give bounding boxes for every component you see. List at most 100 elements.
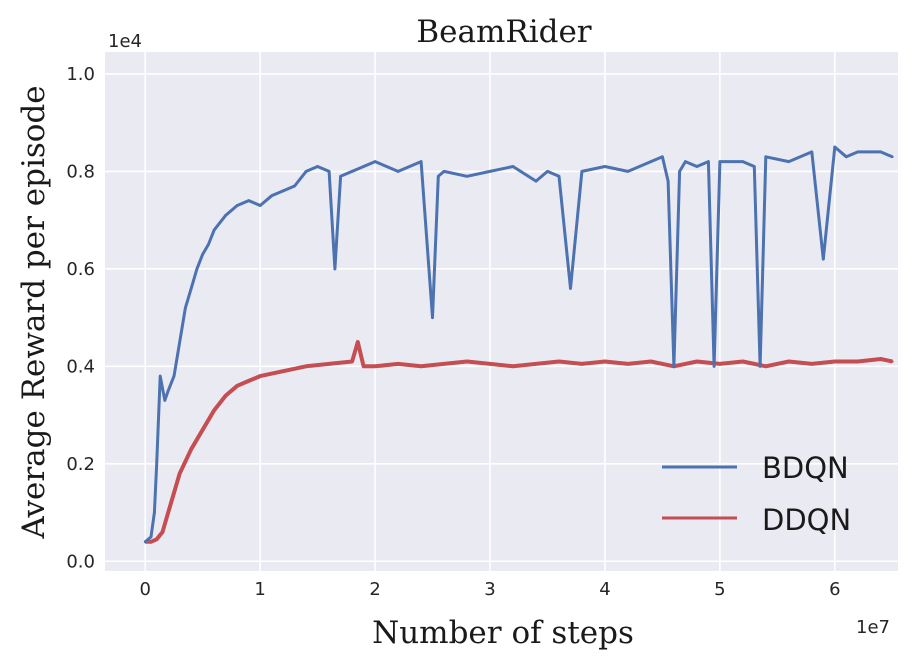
data-point-bdqn xyxy=(569,287,572,290)
data-point-ddqn xyxy=(856,360,860,363)
data-point-ddqn xyxy=(155,538,158,541)
data-point-bdqn xyxy=(201,252,204,256)
x-axis-label: Number of steps xyxy=(372,615,634,651)
data-point-bdqn xyxy=(189,287,193,290)
data-point-ddqn xyxy=(350,360,354,363)
data-point-ddqn xyxy=(787,360,791,363)
data-point-bdqn xyxy=(153,511,156,514)
data-point-ddqn xyxy=(419,365,423,368)
x-offset-label: 1e7 xyxy=(856,617,890,638)
data-point-bdqn xyxy=(557,175,561,178)
data-point-ddqn xyxy=(362,365,365,368)
plot-background xyxy=(105,52,898,571)
y-tick-label: 0.2 xyxy=(66,454,95,475)
y-tick-label: 0.4 xyxy=(66,356,95,377)
data-point-ddqn xyxy=(741,360,745,363)
series-layer xyxy=(143,145,894,544)
data-point-bdqn xyxy=(465,175,469,178)
data-point-bdqn xyxy=(224,214,227,217)
series-line-bdqn xyxy=(144,145,893,543)
data-point-ddqn xyxy=(810,362,814,366)
data-point-ddqn xyxy=(189,447,193,451)
tick-layer: 0 1 2 3 4 5 6 0.0 0.2 0.4 0.6 0.8 1.0 xyxy=(66,64,840,600)
data-point-bdqn xyxy=(258,204,262,207)
data-point-ddqn xyxy=(304,365,308,368)
data-point-bdqn xyxy=(442,170,446,173)
data-point-bdqn xyxy=(207,243,210,246)
legend-label-bdqn: BDQN xyxy=(762,451,849,485)
data-point-bdqn xyxy=(195,267,199,271)
data-point-bdqn xyxy=(712,365,716,368)
y-offset-label: 1e4 xyxy=(108,31,142,52)
data-point-ddqn xyxy=(534,362,538,366)
y-tick-label: 0.0 xyxy=(66,551,95,572)
y-tick-label: 0.8 xyxy=(66,161,95,182)
data-point-ddqn xyxy=(511,365,515,368)
data-point-bdqn xyxy=(684,160,687,163)
x-tick-label: 2 xyxy=(369,579,380,600)
data-point-bdqn xyxy=(678,170,681,173)
x-tick-label: 0 xyxy=(139,579,150,600)
data-point-bdqn xyxy=(856,150,860,154)
data-point-ddqn xyxy=(161,530,164,534)
data-point-bdqn xyxy=(787,160,791,163)
data-point-bdqn xyxy=(661,155,664,159)
data-point-bdqn xyxy=(184,306,187,310)
data-point-ddqn xyxy=(396,362,400,366)
data-point-bdqn xyxy=(327,170,331,173)
data-point-ddqn xyxy=(879,357,883,361)
data-point-bdqn xyxy=(339,175,342,178)
data-point-bdqn xyxy=(155,462,158,466)
data-point-bdqn xyxy=(580,170,584,173)
legend: BDQN DDQN xyxy=(662,451,851,537)
data-point-bdqn xyxy=(695,165,699,168)
data-point-ddqn xyxy=(149,540,153,544)
data-point-bdqn xyxy=(672,365,676,368)
data-point-bdqn xyxy=(362,165,365,168)
data-point-bdqn xyxy=(281,189,285,193)
data-point-ddqn xyxy=(695,360,699,363)
data-point-bdqn xyxy=(822,257,825,261)
x-tick-label: 4 xyxy=(599,579,610,600)
data-point-bdqn xyxy=(546,170,549,173)
data-point-bdqn xyxy=(247,199,250,202)
data-point-bdqn xyxy=(753,165,756,168)
data-point-ddqn xyxy=(833,360,837,363)
x-tick-label: 5 xyxy=(714,579,725,600)
data-point-bdqn xyxy=(511,165,515,168)
data-point-bdqn xyxy=(419,160,423,163)
data-point-bdqn xyxy=(758,365,762,368)
chart-title: BeamRider xyxy=(416,14,591,50)
data-point-ddqn xyxy=(281,369,285,373)
data-point-bdqn xyxy=(235,204,239,207)
data-point-ddqn xyxy=(247,379,250,383)
x-tick-label: 3 xyxy=(484,579,495,600)
data-point-bdqn xyxy=(163,399,167,402)
data-point-bdqn xyxy=(488,170,492,173)
y-tick-label: 0.6 xyxy=(66,259,95,280)
data-point-bdqn xyxy=(350,170,354,173)
data-point-ddqn xyxy=(764,365,768,368)
data-point-bdqn xyxy=(626,170,630,173)
data-point-ddqn xyxy=(718,362,722,366)
data-point-bdqn xyxy=(149,535,153,539)
data-point-bdqn xyxy=(158,374,162,378)
data-point-bdqn xyxy=(293,184,296,188)
data-point-bdqn xyxy=(396,170,400,173)
data-point-bdqn xyxy=(666,179,670,183)
data-point-bdqn xyxy=(764,155,768,159)
data-point-bdqn xyxy=(534,179,538,183)
data-point-bdqn xyxy=(437,175,440,178)
data-point-bdqn xyxy=(333,267,337,271)
data-point-bdqn xyxy=(178,340,181,344)
data-point-ddqn xyxy=(891,360,894,363)
data-point-bdqn xyxy=(166,389,170,393)
data-point-bdqn xyxy=(810,150,814,154)
data-point-ddqn xyxy=(235,384,239,388)
y-axis-label: Average Reward per episode xyxy=(16,85,52,539)
data-point-bdqn xyxy=(603,165,607,168)
data-point-ddqn xyxy=(166,511,170,514)
data-point-ddqn xyxy=(258,374,262,378)
data-point-bdqn xyxy=(373,160,377,163)
